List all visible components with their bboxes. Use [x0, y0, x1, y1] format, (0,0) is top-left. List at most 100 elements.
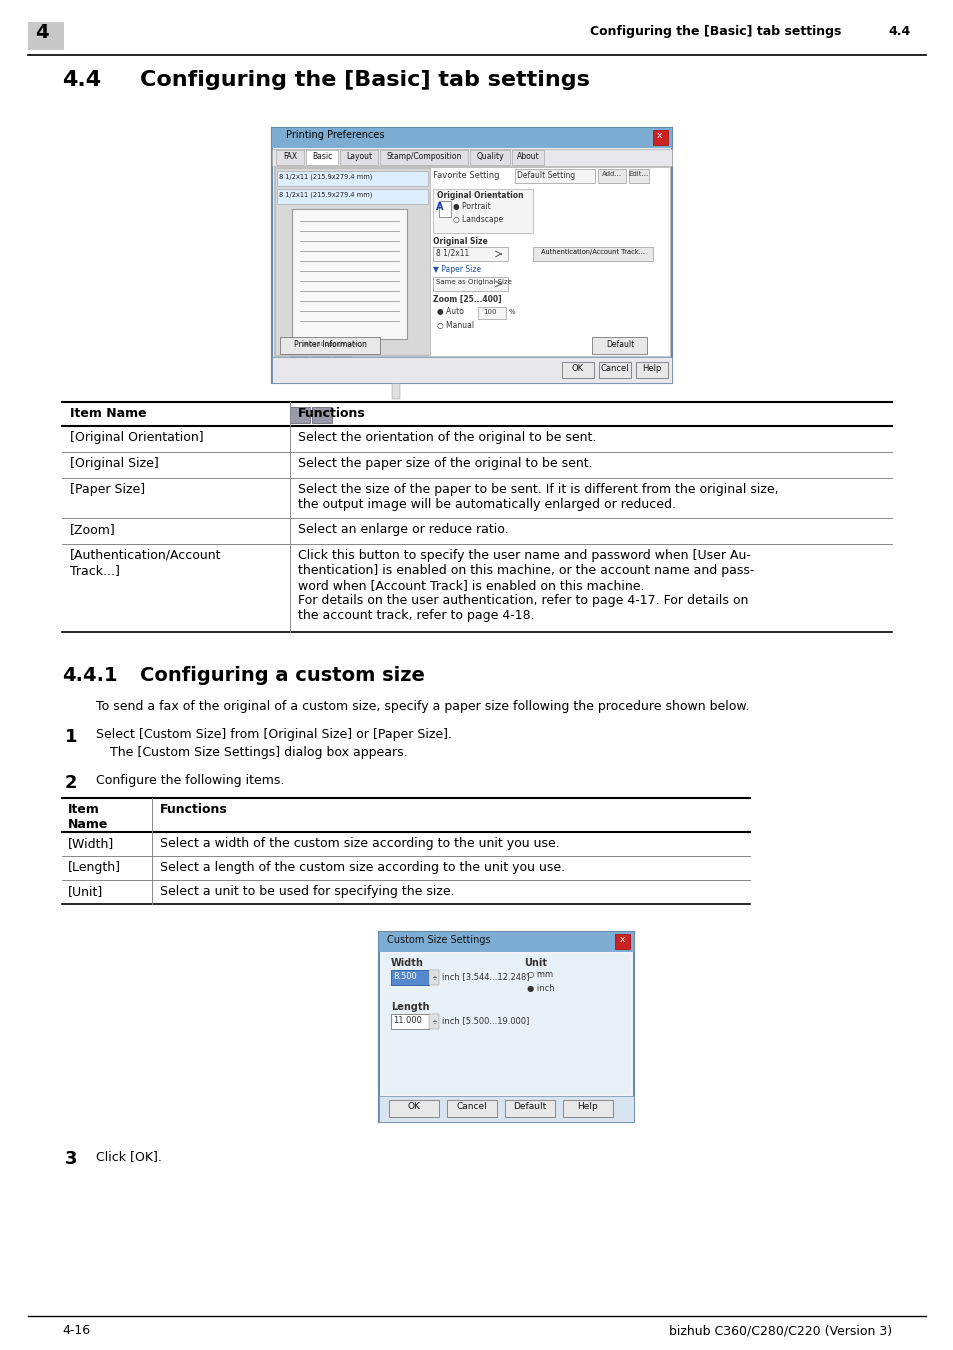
- Bar: [470, 150, 510, 165]
- Text: A: A: [436, 202, 443, 212]
- Bar: [272, 148, 671, 166]
- Text: 8 1/2x11 (215.9x279.4 mm): 8 1/2x11 (215.9x279.4 mm): [278, 173, 372, 180]
- Text: About: About: [517, 153, 538, 161]
- Text: [Length]: [Length]: [68, 861, 121, 873]
- Bar: [292, 209, 407, 339]
- Text: inch [5.500...19.000]: inch [5.500...19.000]: [441, 1017, 529, 1025]
- Bar: [438, 201, 451, 217]
- Text: ● Portrait: ● Portrait: [453, 202, 490, 211]
- Text: Layout: Layout: [346, 153, 372, 161]
- Bar: [312, 356, 330, 371]
- Bar: [378, 931, 634, 1122]
- Text: [Width]: [Width]: [68, 837, 114, 850]
- Text: Select a length of the custom size according to the unit you use.: Select a length of the custom size accor…: [160, 861, 564, 873]
- Bar: [433, 189, 533, 234]
- Text: Item
Name: Item Name: [68, 803, 109, 832]
- Text: [Authentication/Account
Track...]: [Authentication/Account Track...]: [70, 549, 221, 576]
- Text: Help: Help: [577, 1102, 598, 1111]
- Bar: [515, 169, 595, 184]
- Text: 3: 3: [65, 1150, 77, 1168]
- Bar: [628, 169, 648, 184]
- Bar: [533, 247, 652, 261]
- Text: Authentication/Account Track...: Authentication/Account Track...: [540, 248, 644, 255]
- Text: 4.4.1: 4.4.1: [62, 666, 117, 684]
- Bar: [504, 1100, 555, 1116]
- Text: ÷: ÷: [431, 973, 436, 980]
- Bar: [379, 150, 468, 165]
- Text: Select an enlarge or reduce ratio.: Select an enlarge or reduce ratio.: [297, 522, 508, 536]
- Bar: [561, 362, 594, 378]
- Text: FAX: FAX: [283, 153, 296, 161]
- Text: 8 1/2x11: 8 1/2x11: [436, 248, 469, 258]
- Text: ● inch: ● inch: [526, 984, 554, 994]
- Text: Quality: Quality: [476, 153, 503, 161]
- Text: Favorite Setting: Favorite Setting: [433, 171, 499, 180]
- Text: Length: Length: [391, 1002, 429, 1012]
- Bar: [636, 362, 667, 378]
- Text: Add...: Add...: [601, 171, 621, 177]
- Bar: [274, 167, 430, 355]
- Text: Stamp/Composition: Stamp/Composition: [386, 153, 461, 161]
- Text: 11.000: 11.000: [393, 1017, 421, 1025]
- Text: Zoom [25...400]: Zoom [25...400]: [433, 296, 501, 304]
- Text: Item Name: Item Name: [70, 406, 147, 420]
- Text: Unit: Unit: [523, 958, 546, 968]
- Bar: [392, 359, 399, 400]
- Text: Default: Default: [605, 340, 634, 350]
- Text: 8 1/2x11 (215.9x279.4 mm): 8 1/2x11 (215.9x279.4 mm): [278, 190, 372, 197]
- Text: Functions: Functions: [297, 406, 365, 420]
- Text: Click this button to specify the user name and password when [User Au-
thenticat: Click this button to specify the user na…: [297, 549, 754, 622]
- Bar: [276, 171, 428, 186]
- Text: Edit...: Edit...: [628, 171, 648, 177]
- Text: 4-16: 4-16: [62, 1324, 90, 1336]
- Text: 8.500: 8.500: [393, 972, 416, 981]
- Bar: [312, 406, 332, 423]
- Text: Help: Help: [641, 364, 661, 373]
- Bar: [598, 362, 630, 378]
- Bar: [334, 356, 352, 371]
- Text: bizhub C360/C280/C220 (Version 3): bizhub C360/C280/C220 (Version 3): [668, 1324, 891, 1336]
- Text: Original Orientation: Original Orientation: [436, 190, 523, 200]
- Text: Default Setting: Default Setting: [517, 171, 575, 180]
- Text: x: x: [656, 131, 661, 140]
- Text: Default: Default: [513, 1102, 546, 1111]
- Text: The [Custom Size Settings] dialog box appears.: The [Custom Size Settings] dialog box ap…: [110, 747, 407, 759]
- Bar: [272, 128, 671, 148]
- Bar: [429, 971, 438, 986]
- Text: ● Auto: ● Auto: [436, 306, 463, 316]
- Bar: [378, 931, 634, 952]
- Bar: [598, 169, 625, 184]
- Text: Width: Width: [391, 958, 423, 968]
- Text: Functions: Functions: [160, 803, 228, 815]
- Text: Select a unit to be used for specifying the size.: Select a unit to be used for specifying …: [160, 886, 455, 898]
- Text: 4.4: 4.4: [887, 26, 909, 38]
- Text: 100: 100: [482, 309, 496, 315]
- Bar: [433, 277, 507, 292]
- Text: inch [3.544...12.248]: inch [3.544...12.248]: [441, 972, 529, 981]
- Text: [Original Size]: [Original Size]: [70, 458, 158, 470]
- Bar: [391, 1014, 429, 1029]
- Bar: [615, 934, 629, 949]
- Text: Configuring a custom size: Configuring a custom size: [140, 666, 424, 684]
- Text: x: x: [618, 936, 624, 944]
- Text: OK: OK: [572, 364, 583, 373]
- Bar: [562, 1100, 613, 1116]
- Bar: [433, 247, 507, 261]
- Bar: [274, 167, 669, 356]
- Text: %: %: [509, 309, 515, 315]
- Bar: [592, 338, 646, 354]
- Text: ○ mm: ○ mm: [526, 971, 553, 979]
- Bar: [306, 150, 337, 165]
- Bar: [512, 150, 543, 165]
- Text: Cancel: Cancel: [600, 364, 629, 373]
- Bar: [339, 150, 377, 165]
- Text: ○ Manual: ○ Manual: [436, 321, 474, 329]
- Text: Printing Preferences: Printing Preferences: [286, 130, 384, 140]
- Text: Cancel: Cancel: [456, 1102, 487, 1111]
- Bar: [429, 1014, 438, 1029]
- Bar: [382, 954, 629, 1094]
- Bar: [652, 130, 667, 144]
- Text: Same as Original Size: Same as Original Size: [436, 279, 512, 285]
- Bar: [276, 189, 428, 204]
- Text: Select the orientation of the original to be sent.: Select the orientation of the original t…: [297, 431, 596, 444]
